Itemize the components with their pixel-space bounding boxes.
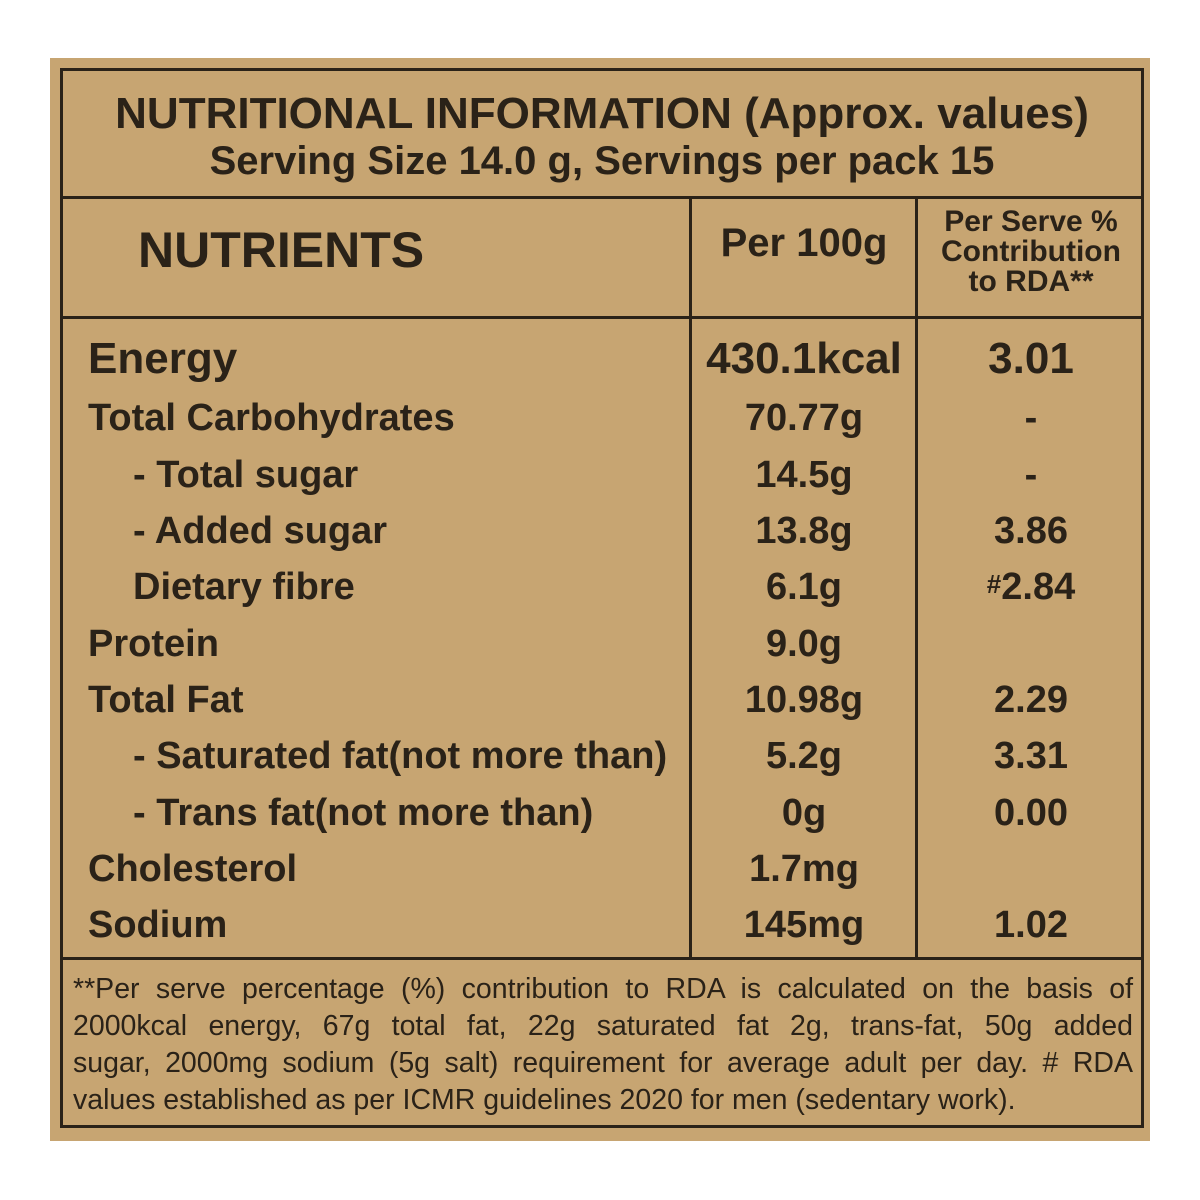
nutrient-value-protein: 9.0g [765,623,843,665]
column-header-nutrients: NUTRIENTS [138,222,425,278]
column-header-per100g: Per 100g [720,221,888,265]
label-background [50,58,1150,1141]
nutrient-name-total-fat: Total Fat [88,679,244,721]
footnote-line-1: **Per serve percentage (%) contribution … [73,973,1133,1005]
divider-column-1 [689,199,692,957]
column-header-rda: Per Serve % Contribution to RDA** [919,207,1143,297]
nutrient-name-total-sugar: - Total sugar [133,454,359,496]
nutrient-name-protein: Protein [88,623,219,665]
nutrient-name-trans-fat: - Trans fat(not more than) [133,792,594,834]
divider-title [63,196,1141,199]
nutrient-name-energy: Energy [88,334,238,383]
nutrient-value-dietary-fibre: 6.1g [765,566,843,608]
footnote-line-3: sugar, 2000mg sodium (5g salt) requireme… [73,1047,1133,1079]
nutrient-value-saturated-fat: 5.2g [765,735,843,777]
footnote-line-4: values established as per ICMR guideline… [73,1084,1016,1116]
rda-header-line-3: to RDA** [968,265,1094,298]
nutrient-rda-dietary-fibre-value: 2.84 [1001,566,1076,608]
nutrient-rda-trans-fat: 0.00 [994,792,1068,834]
nutrient-value-sodium: 145mg [743,904,865,946]
nutrient-rda-total-sugar: - [1024,454,1038,496]
nutrient-value-total-carbohydrates: 70.77g [744,397,864,439]
nutrient-name-saturated-fat: - Saturated fat(not more than) [133,735,668,777]
footnote-line-2: 2000kcal energy, 67g total fat, 22g satu… [73,1010,1133,1042]
nutrition-table: NUTRITIONAL INFORMATION (Approx. values)… [60,68,1144,1128]
serving-info: Serving Size 14.0 g, Servings per pack 1… [209,139,995,183]
divider-column-2 [915,199,918,957]
nutrient-value-total-sugar: 14.5g [755,454,853,496]
hash-marker: # [986,569,1002,599]
nutrient-name-cholesterol: Cholesterol [88,848,298,890]
footnote: **Per serve percentage (%) contribution … [73,971,1133,1119]
nutrient-name-added-sugar: - Added sugar [133,510,388,552]
nutrient-name-dietary-fibre: Dietary fibre [133,566,355,608]
nutrient-value-energy: 430.1kcal [706,334,902,383]
nutrient-value-cholesterol: 1.7mg [749,848,859,890]
rda-header-line-2: Contribution [941,235,1121,268]
nutrient-rda-total-carbohydrates: - [1024,397,1038,439]
nutrient-value-trans-fat: 0g [781,792,827,834]
nutrient-value-added-sugar: 13.8g [755,510,853,552]
nutrient-name-total-carbohydrates: Total Carbohydrates [88,397,455,439]
nutrient-rda-dietary-fibre: #2.84 [919,568,1143,606]
nutrient-rda-energy: 3.01 [988,334,1074,383]
nutrient-rda-total-fat: 2.29 [994,679,1068,721]
nutrient-rda-sodium: 1.02 [994,904,1068,946]
table-title: NUTRITIONAL INFORMATION (Approx. values) [115,89,1089,138]
divider-header [63,316,1141,319]
nutrient-rda-saturated-fat: 3.31 [994,735,1068,777]
nutrient-name-sodium: Sodium [88,904,228,946]
nutrient-rda-added-sugar: 3.86 [994,510,1068,552]
divider-footnote [63,957,1141,960]
rda-header-line-1: Per Serve % [944,205,1118,238]
nutrient-value-total-fat: 10.98g [744,679,864,721]
